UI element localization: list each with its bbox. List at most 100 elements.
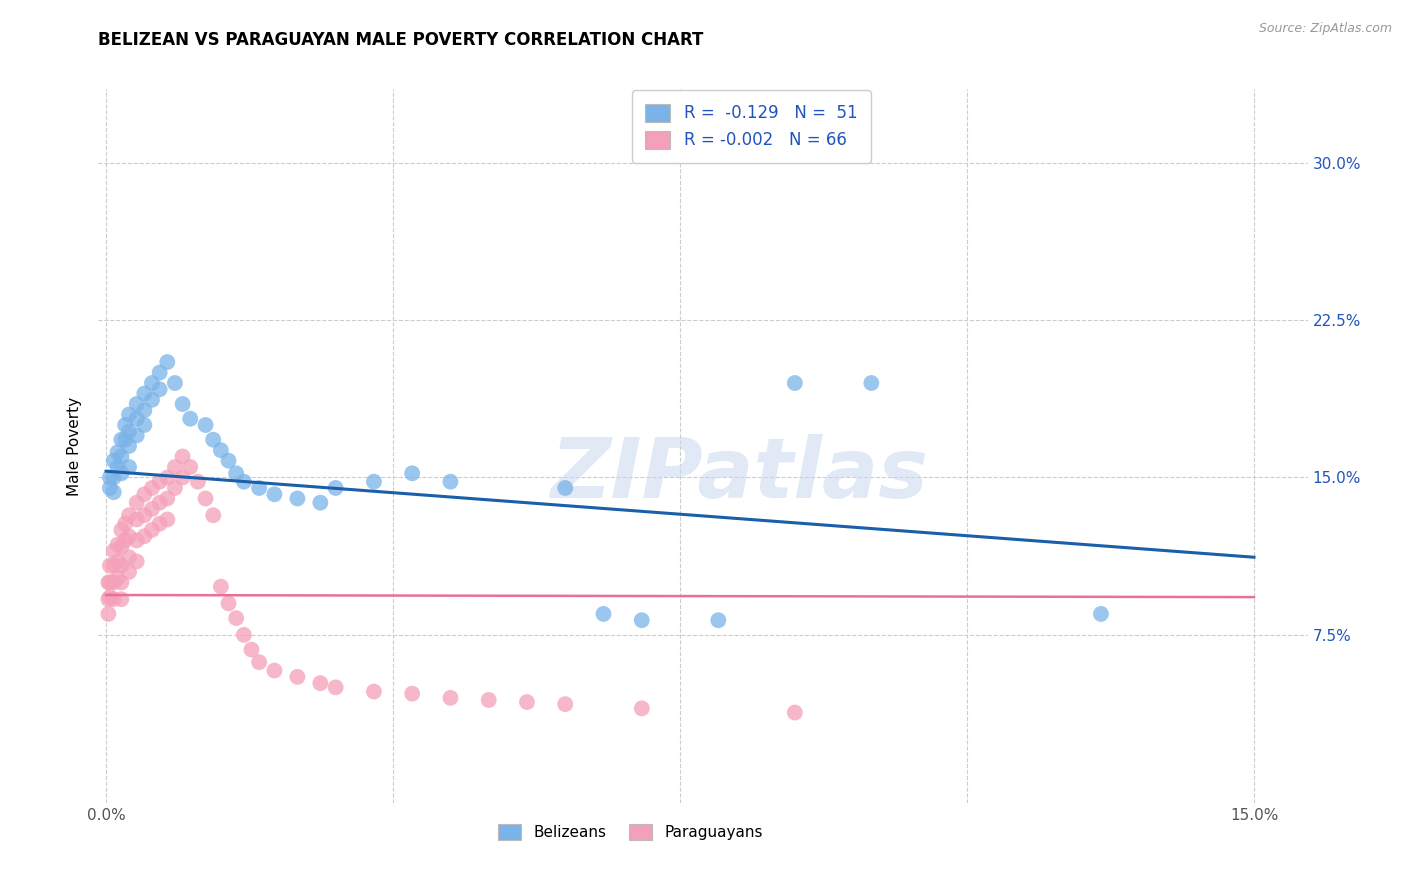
Point xyxy=(97,575,120,590)
Point xyxy=(110,433,132,447)
Point xyxy=(363,475,385,489)
Point xyxy=(439,690,461,705)
Point xyxy=(110,523,132,537)
Point xyxy=(287,491,309,506)
Point xyxy=(439,475,461,489)
Point xyxy=(218,453,240,467)
Text: BELIZEAN VS PARAGUAYAN MALE POVERTY CORRELATION CHART: BELIZEAN VS PARAGUAYAN MALE POVERTY CORR… xyxy=(98,31,704,49)
Point xyxy=(118,529,141,543)
Point xyxy=(114,433,136,447)
Point xyxy=(134,487,156,501)
Point xyxy=(172,450,194,464)
Point xyxy=(134,529,156,543)
Point xyxy=(103,558,125,573)
Point xyxy=(309,496,332,510)
Point xyxy=(592,607,614,621)
Point xyxy=(141,392,163,407)
Point xyxy=(125,428,148,442)
Point xyxy=(110,558,132,573)
Point xyxy=(325,481,347,495)
Point xyxy=(107,460,129,475)
Point xyxy=(363,684,385,698)
Point xyxy=(107,571,129,585)
Point xyxy=(141,376,163,390)
Point xyxy=(107,445,129,459)
Point xyxy=(118,439,141,453)
Point xyxy=(114,533,136,548)
Point xyxy=(309,676,332,690)
Point xyxy=(172,397,194,411)
Point xyxy=(103,485,125,500)
Point xyxy=(118,508,141,523)
Point xyxy=(103,592,125,607)
Point xyxy=(97,607,120,621)
Point xyxy=(110,467,132,481)
Point xyxy=(103,470,125,484)
Point xyxy=(149,475,172,489)
Point xyxy=(179,411,201,425)
Point xyxy=(860,376,883,390)
Point xyxy=(478,693,501,707)
Point xyxy=(707,613,730,627)
Point xyxy=(247,481,270,495)
Point xyxy=(103,453,125,467)
Point xyxy=(134,508,156,523)
Point xyxy=(156,491,179,506)
Point xyxy=(554,697,576,711)
Point xyxy=(554,481,576,495)
Point xyxy=(263,487,285,501)
Point xyxy=(202,508,225,523)
Point xyxy=(225,467,247,481)
Point xyxy=(149,382,172,396)
Point xyxy=(125,411,148,425)
Point xyxy=(141,502,163,516)
Point xyxy=(107,554,129,568)
Point xyxy=(110,450,132,464)
Point xyxy=(114,516,136,531)
Point xyxy=(125,397,148,411)
Point xyxy=(240,642,263,657)
Point xyxy=(134,403,156,417)
Point xyxy=(110,575,132,590)
Point xyxy=(325,681,347,695)
Point xyxy=(118,565,141,579)
Point xyxy=(194,417,217,432)
Point xyxy=(98,590,121,604)
Point xyxy=(114,417,136,432)
Point xyxy=(194,491,217,506)
Point xyxy=(118,460,141,475)
Point xyxy=(110,592,132,607)
Point xyxy=(401,467,423,481)
Point xyxy=(1090,607,1112,621)
Point xyxy=(98,575,121,590)
Point xyxy=(110,540,132,554)
Point xyxy=(98,470,121,484)
Point xyxy=(98,558,121,573)
Point xyxy=(125,554,148,568)
Point xyxy=(218,596,240,610)
Point xyxy=(103,575,125,590)
Point xyxy=(630,613,652,627)
Point xyxy=(247,655,270,669)
Point xyxy=(141,481,163,495)
Point xyxy=(149,496,172,510)
Point xyxy=(149,366,172,380)
Point xyxy=(232,628,254,642)
Point xyxy=(156,512,179,526)
Text: ZIPatlas: ZIPatlas xyxy=(550,434,928,515)
Point xyxy=(630,701,652,715)
Point xyxy=(263,664,285,678)
Point xyxy=(118,408,141,422)
Point xyxy=(98,481,121,495)
Point xyxy=(141,523,163,537)
Point xyxy=(163,481,186,495)
Point xyxy=(202,433,225,447)
Point xyxy=(225,611,247,625)
Point xyxy=(134,386,156,401)
Point xyxy=(172,470,194,484)
Point xyxy=(125,533,148,548)
Point xyxy=(179,460,201,475)
Point xyxy=(163,460,186,475)
Point xyxy=(118,425,141,439)
Point xyxy=(187,475,209,489)
